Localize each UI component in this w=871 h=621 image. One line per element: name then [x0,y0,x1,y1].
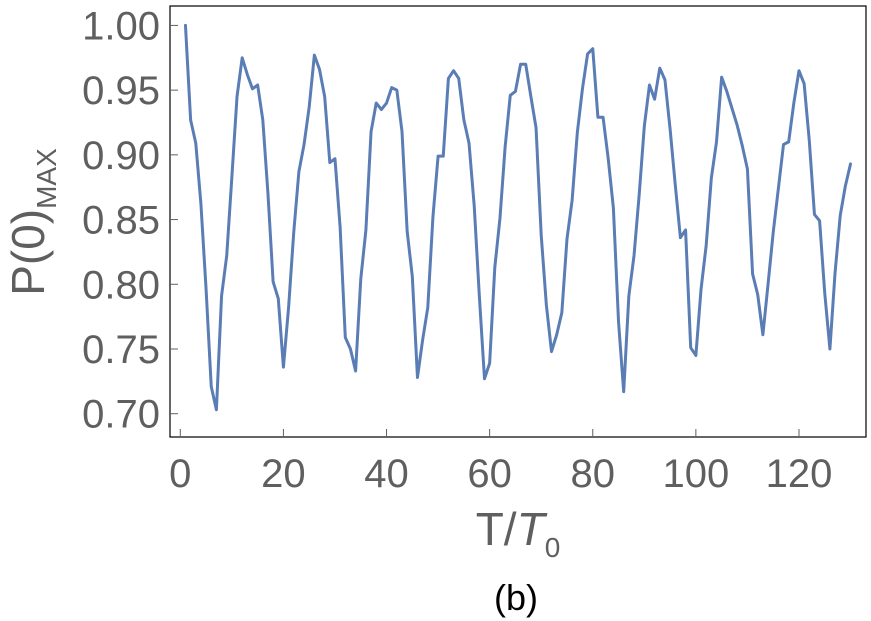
y-tick-label: 0.80 [82,263,160,307]
y-tick-label: 0.85 [82,199,160,243]
x-tick-label: 60 [467,452,512,496]
panel-label: (b) [494,577,538,618]
y-tick-label: 0.95 [82,69,160,113]
x-tick-label: 100 [662,452,729,496]
x-axis-label-italic: T [517,503,548,555]
y-axis-label: P(0)MAX [2,148,62,296]
x-axis-label: T/T0 [476,503,561,563]
x-axis-label-sub: 0 [545,532,561,563]
y-axis-ticks: 0.70 0.75 0.80 0.85 0.90 0.95 1.00 [82,4,178,437]
y-axis-label-sub: MAX [31,148,62,209]
y-tick-label: 0.90 [82,134,160,178]
y-tick-label: 1.00 [82,4,160,48]
x-tick-label: 0 [169,452,191,496]
x-axis-ticks: 0 20 40 60 80 100 120 [169,429,832,496]
y-tick-label: 0.75 [82,328,160,372]
x-tick-label: 40 [364,452,409,496]
series-line [183,23,853,412]
x-tick-label: 20 [261,452,306,496]
x-tick-label: 120 [766,452,833,496]
x-tick-label: 80 [571,452,616,496]
x-axis-label-main: T/ [476,503,517,555]
y-tick-label: 0.70 [82,393,160,437]
y-axis-label-main: P(0) [2,209,54,296]
